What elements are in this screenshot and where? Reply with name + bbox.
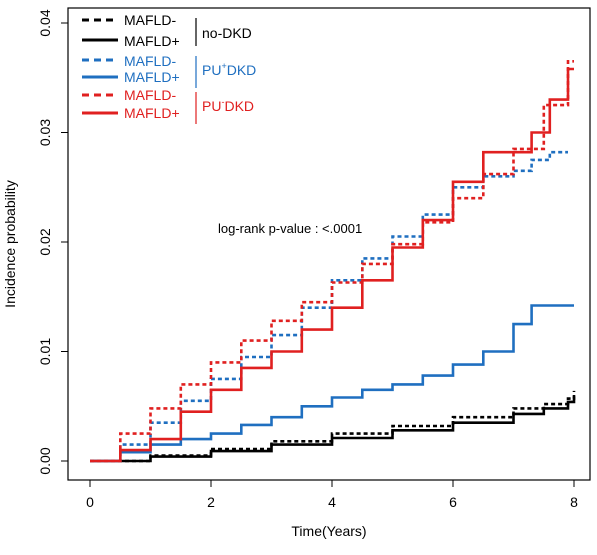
legend-group-pupos-main: PU — [202, 62, 221, 78]
legend-label-pupos-mafld-neg: MAFLD- — [124, 53, 176, 69]
legend-label-nodkd-mafld-pos: MAFLD+ — [124, 33, 180, 49]
legend-group-pupos: PU+DKD — [202, 61, 256, 78]
series-line-nodkd-mafld-pos — [90, 396, 576, 463]
log-rank-annotation: log-rank p-value : <.0001 — [218, 221, 362, 236]
series-line-pudkd-mafld-neg — [90, 150, 568, 463]
legend-group-puneg-rest: DKD — [224, 98, 254, 114]
series-layer — [90, 60, 576, 463]
series-line-pudkd-mafld-pos — [90, 304, 574, 463]
x-tick-label: 2 — [207, 494, 215, 510]
y-tick-label: 0.04 — [37, 9, 53, 36]
legend-group-pupos-sup: + — [221, 61, 226, 71]
x-tick-label: 8 — [570, 494, 578, 510]
series-line-pudkd-mafld-pos — [90, 67, 574, 463]
legend-label-nodkd-mafld-neg: MAFLD- — [124, 12, 176, 28]
legend-group-puneg: PU-DKD — [202, 97, 254, 114]
plot-frame — [67, 7, 591, 481]
y-tick-label: 0.02 — [37, 228, 53, 255]
legend-group-puneg-main: PU — [202, 98, 221, 114]
y-axis: 0.00 0.01 0.02 0.03 0.04 — [37, 9, 68, 475]
y-tick-label: 0.00 — [37, 447, 53, 474]
legend-label-puneg-mafld-neg: MAFLD- — [124, 87, 176, 103]
legend-group-puneg-sup: - — [221, 97, 224, 107]
y-tick-label: 0.01 — [37, 338, 53, 365]
legend-group-nodkd: no-DKD — [202, 25, 252, 41]
y-tick-label: 0.03 — [37, 119, 53, 146]
x-tick-label: 4 — [328, 494, 336, 510]
x-tick-label: 0 — [86, 494, 94, 510]
legend-group-pupos-rest: DKD — [227, 62, 257, 78]
x-tick-label: 6 — [449, 494, 457, 510]
y-axis-label: Incidence probability — [2, 180, 18, 308]
x-axis: 0 2 4 6 8 — [86, 480, 578, 510]
x-axis-label: Time(Years) — [291, 523, 366, 539]
legend: MAFLD- MAFLD+ no-DKD MAFLD- MAFLD+ PU+DK… — [82, 12, 256, 124]
legend-label-puneg-mafld-pos: MAFLD+ — [124, 105, 180, 121]
legend-label-pupos-mafld-pos: MAFLD+ — [124, 69, 180, 85]
series-line-pudkd-mafld-neg — [90, 60, 574, 463]
